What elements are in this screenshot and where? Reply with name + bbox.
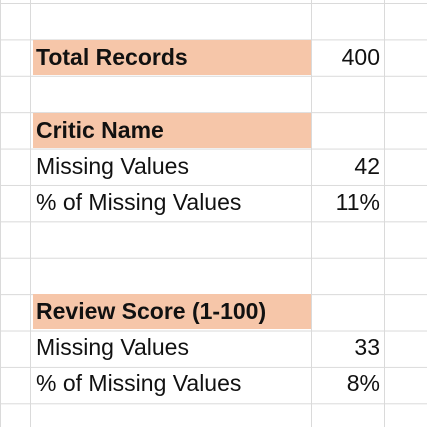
review-percent-label[interactable]: % of Missing Values <box>36 370 242 396</box>
review-missing-value[interactable]: 33 <box>354 334 380 360</box>
critic-percent-value[interactable]: 11% <box>335 189 380 215</box>
review-missing-row: Missing Values 33 <box>0 330 427 365</box>
critic-missing-label[interactable]: Missing Values <box>36 153 189 179</box>
critic-percent-label[interactable]: % of Missing Values <box>36 189 242 215</box>
column-border <box>30 0 31 427</box>
review-percent-value[interactable]: 8% <box>346 370 380 396</box>
review-percent-row: % of Missing Values 8% <box>0 366 427 401</box>
critic-percent-row: % of Missing Values 11% <box>0 185 427 220</box>
review-score-header-row: Review Score (1-100) <box>0 294 427 329</box>
review-score-header[interactable]: Review Score (1-100) <box>33 294 311 329</box>
review-missing-label[interactable]: Missing Values <box>36 334 189 360</box>
critic-name-header-row: Critic Name <box>0 113 427 148</box>
column-border <box>311 0 312 427</box>
column-border <box>384 0 385 427</box>
total-records-row: Total Records 400 <box>0 40 427 75</box>
critic-missing-row: Missing Values 42 <box>0 149 427 184</box>
total-records-label[interactable]: Total Records <box>33 40 311 75</box>
critic-missing-value[interactable]: 42 <box>354 153 380 179</box>
critic-name-header[interactable]: Critic Name <box>33 113 311 148</box>
total-records-value[interactable]: 400 <box>341 44 380 70</box>
